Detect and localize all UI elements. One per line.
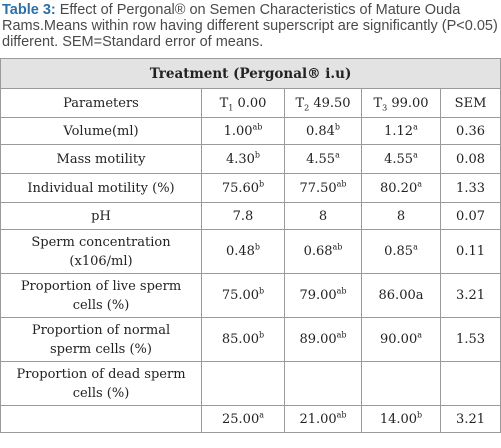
row-t1: 1.00ab <box>201 117 285 145</box>
row-t1: 75.00b <box>201 273 285 318</box>
row-param: Proportion of normal sperm cells (%) <box>0 317 202 362</box>
row-t2: 89.00ab <box>284 317 362 362</box>
row-param: Individual motility (%) <box>0 173 202 203</box>
row-param: Volume(ml) <box>0 117 202 145</box>
row-sem: 1.33 <box>439 173 501 203</box>
row-sem: 0.07 <box>439 202 501 230</box>
table-row: Mass motility 4.30b 4.55a 4.55a 0.08 <box>0 144 501 174</box>
row-t3: 90.00a <box>361 317 441 362</box>
row-sem: 1.53 <box>439 317 501 362</box>
row-t2 <box>284 361 362 406</box>
row-t3: 86.00a <box>361 273 441 318</box>
row-param: pH <box>0 202 202 230</box>
header-t2: T2 49.50 <box>284 88 362 118</box>
treatment-header: Treatment (Pergonal® i.u) <box>0 58 501 89</box>
row-param: Sperm concentration (x106/ml) <box>0 229 202 274</box>
semen-characteristics-table: Treatment (Pergonal® i.u) Parameters T1 … <box>0 58 501 433</box>
table-row: Proportion of live sperm cells (%) 75.00b… <box>0 273 501 318</box>
header-t3: T3 99.00 <box>361 88 441 118</box>
header-sem: SEM <box>439 88 501 118</box>
row-t3: 8 <box>361 202 441 230</box>
row-sem: 0.11 <box>439 229 501 274</box>
row-sem: 0.08 <box>439 144 501 174</box>
table-row: 25.00a 21.00ab 14.00b 3.21 <box>0 405 501 433</box>
row-param <box>0 405 202 433</box>
row-t2: 0.84b <box>284 117 362 145</box>
row-t3: 1.12a <box>361 117 441 145</box>
row-t2: 4.55a <box>284 144 362 174</box>
row-t1: 7.8 <box>201 202 285 230</box>
row-param: Proportion of dead sperm cells (%) <box>0 361 202 406</box>
row-t1: 75.60b <box>201 173 285 203</box>
caption-text: Effect of Pergonal® on Semen Characteris… <box>2 2 498 50</box>
row-t3: 14.00b <box>361 405 441 433</box>
table-caption: Table 3: Effect of Pergonal® on Semen Ch… <box>0 0 501 56</box>
row-t2: 79.00ab <box>284 273 362 318</box>
row-sem: 3.21 <box>439 273 501 318</box>
header-t1: T1 0.00 <box>201 88 285 118</box>
row-t2: 21.00ab <box>284 405 362 433</box>
column-header-row: Parameters T1 0.00 T2 49.50 T3 99.00 SEM <box>0 88 501 118</box>
row-t1 <box>201 361 285 406</box>
row-sem: 3.21 <box>439 405 501 433</box>
row-t3 <box>361 361 441 406</box>
row-param: Mass motility <box>0 144 202 174</box>
row-sem <box>439 361 501 406</box>
row-t3: 4.55a <box>361 144 441 174</box>
row-t1: 25.00a <box>201 405 285 433</box>
row-t1: 85.00b <box>201 317 285 362</box>
header-parameters: Parameters <box>0 88 202 118</box>
table-row: pH 7.8 8 8 0.07 <box>0 202 501 230</box>
row-t1: 0.48b <box>201 229 285 274</box>
row-t1: 4.30b <box>201 144 285 174</box>
table-row: Proportion of dead sperm cells (%) <box>0 361 501 406</box>
table-row: Proportion of normal sperm cells (%) 85.0… <box>0 317 501 362</box>
row-t3: 80.20a <box>361 173 441 203</box>
row-param: Proportion of live sperm cells (%) <box>0 273 202 318</box>
row-t3: 0.85a <box>361 229 441 274</box>
row-t2: 0.68ab <box>284 229 362 274</box>
table-row: Sperm concentration (x106/ml) 0.48b 0.68a… <box>0 229 501 274</box>
row-sem: 0.36 <box>439 117 501 145</box>
row-t2: 8 <box>284 202 362 230</box>
row-t2: 77.50ab <box>284 173 362 203</box>
table-row: Individual motility (%) 75.60b 77.50ab 8… <box>0 173 501 203</box>
table-row: Volume(ml) 1.00ab 0.84b 1.12a 0.36 <box>0 117 501 145</box>
caption-label: Table 3: <box>2 2 56 18</box>
